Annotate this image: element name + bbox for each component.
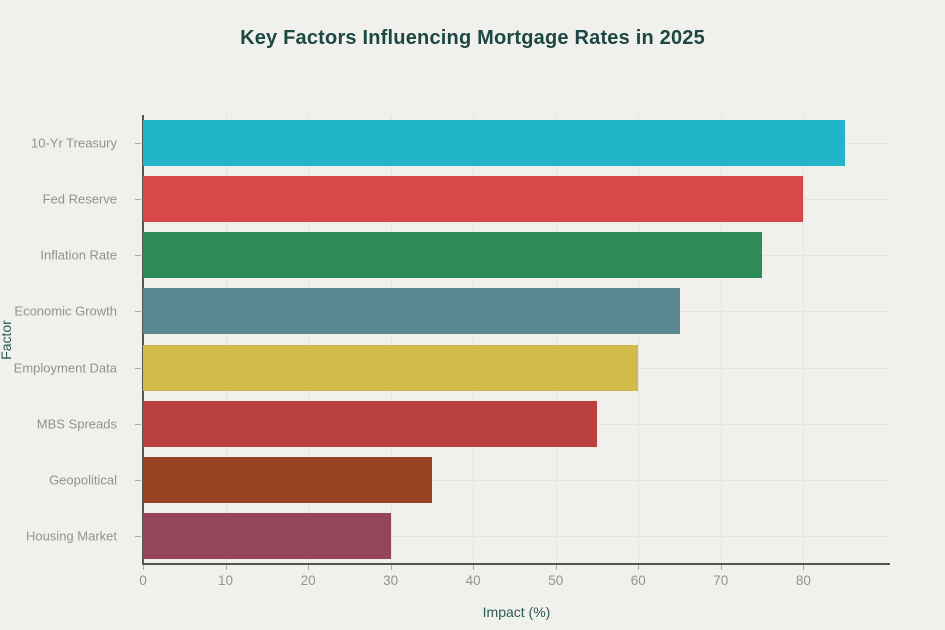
vertical-gridline — [390, 115, 392, 564]
chart-title: Key Factors Influencing Mortgage Rates i… — [240, 27, 705, 49]
bar-geopolitical — [143, 456, 432, 503]
y-tick-mark — [135, 479, 141, 481]
vertical-gridline — [473, 115, 475, 564]
x-tick-label-40: 40 — [465, 573, 481, 588]
x-tick-label-50: 50 — [548, 573, 564, 588]
bar-10-yr-treasury — [143, 120, 845, 167]
vertical-gridline — [638, 115, 640, 564]
x-tick-mark — [143, 565, 144, 570]
bar-mbs-spreads — [143, 400, 597, 447]
category-label-10-yr-treasury: 10-Yr Treasury — [31, 135, 117, 151]
x-tick-label-0: 0 — [139, 573, 147, 588]
vertical-gridline — [225, 115, 227, 564]
category-label-economic-growth: Economic Growth — [14, 303, 117, 319]
category-label-employment-data: Employment Data — [13, 360, 117, 376]
category-label-fed-reserve: Fed Reserve — [42, 191, 117, 207]
bar-fed-reserve — [143, 176, 804, 223]
x-tick-label-30: 30 — [383, 573, 399, 588]
y-tick-mark — [135, 255, 141, 257]
bar-housing-market — [143, 512, 391, 559]
x-tick-mark — [473, 565, 475, 570]
y-tick-mark — [135, 367, 141, 369]
horizontal-gridline — [143, 535, 890, 537]
vertical-gridline — [555, 115, 557, 564]
x-axis-title: Impact (%) — [482, 604, 551, 620]
x-tick-label-70: 70 — [713, 573, 729, 588]
x-tick-label-10: 10 — [218, 573, 234, 588]
x-tick-mark — [555, 565, 557, 570]
x-tick-label-80: 80 — [795, 573, 811, 588]
category-label-housing-market: Housing Market — [25, 528, 117, 544]
category-label-inflation-rate: Inflation Rate — [40, 247, 117, 263]
vertical-gridline — [803, 115, 805, 564]
x-tick-mark — [720, 565, 722, 570]
y-axis-line — [142, 115, 144, 564]
x-axis-line — [142, 563, 890, 565]
bar-economic-growth — [143, 288, 680, 335]
y-tick-mark — [135, 199, 141, 201]
bar-employment-data — [143, 344, 639, 391]
horizontal-gridline — [143, 479, 890, 481]
plot-area — [135, 115, 890, 565]
x-tick-label-60: 60 — [630, 573, 646, 588]
x-tick-mark — [390, 565, 392, 570]
category-label-geopolitical: Geopolitical — [49, 472, 117, 488]
vertical-gridline — [308, 115, 310, 564]
y-tick-mark — [135, 311, 141, 313]
x-tick-mark — [308, 565, 310, 570]
x-tick-mark — [638, 565, 640, 570]
y-tick-mark — [135, 535, 141, 537]
category-label-mbs-spreads: MBS Spreads — [36, 416, 117, 432]
bar-inflation-rate — [143, 232, 763, 279]
y-tick-mark — [135, 143, 141, 145]
x-tick-mark — [225, 565, 227, 570]
vertical-gridline — [720, 115, 722, 564]
y-tick-mark — [135, 423, 141, 425]
x-tick-label-20: 20 — [300, 573, 316, 588]
x-tick-mark — [803, 565, 805, 570]
